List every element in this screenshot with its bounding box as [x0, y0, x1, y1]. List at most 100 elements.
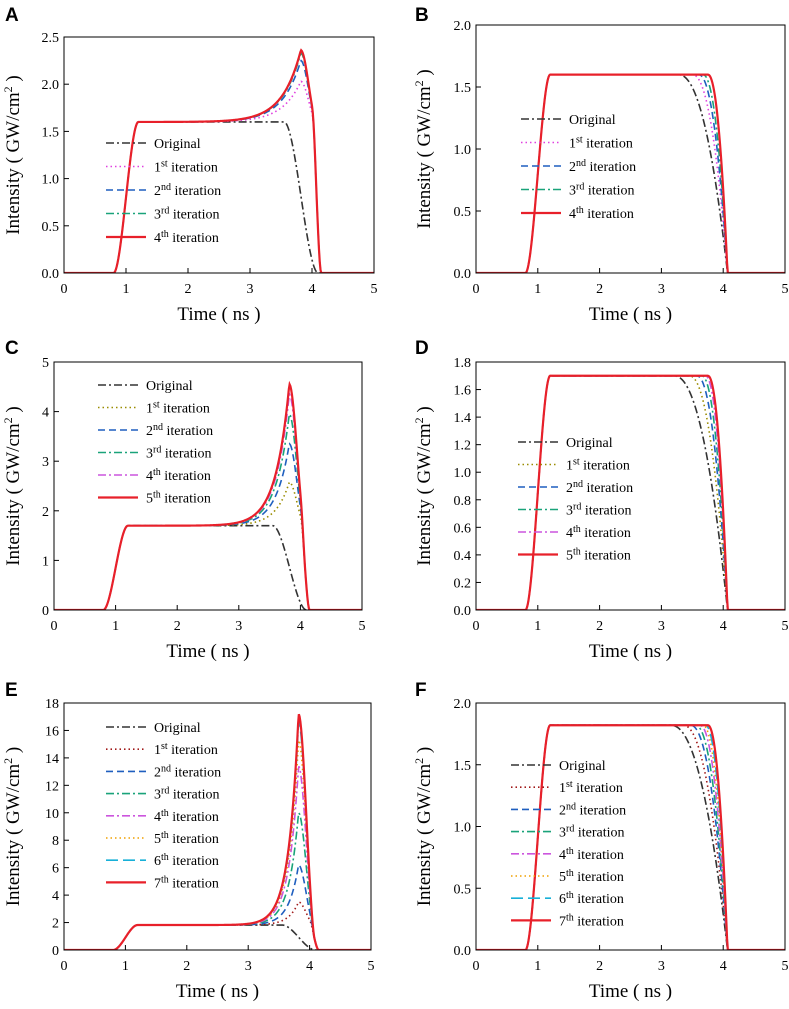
y-tick-label: 0.0	[454, 267, 472, 282]
series-line-iteration-6	[476, 724, 785, 950]
series-line-original	[64, 924, 371, 950]
y-tick-label: 5	[42, 356, 49, 371]
x-tick-label: 4	[720, 959, 727, 974]
y-tick-label: 1.5	[42, 125, 60, 140]
y-tick-label: 1.0	[454, 143, 472, 158]
y-tick-label: 0	[42, 604, 49, 619]
x-tick-label: 3	[235, 619, 242, 634]
y-tick-label: 10	[45, 807, 59, 822]
x-tick-label: 0	[51, 619, 58, 634]
x-tick-label: 0	[473, 282, 480, 297]
y-tick-label: 0.0	[42, 267, 60, 282]
series-line-iteration-4	[476, 724, 785, 950]
legend-entry: 4th iteration	[146, 467, 211, 485]
x-tick-label: 1	[123, 282, 130, 297]
x-tick-label: 0	[61, 959, 68, 974]
y-tick-label: 0.5	[454, 882, 472, 897]
x-tick-label: 1	[534, 282, 541, 297]
legend-entry: 4th iteration	[559, 845, 624, 863]
y-tick-label: 2	[52, 917, 59, 932]
legend-entry: Original	[154, 137, 201, 152]
x-tick-label: 1	[112, 619, 119, 634]
plot-frame	[53, 361, 363, 611]
x-axis-label: Time ( ns )	[176, 981, 259, 1002]
legend-entry: 1st iteration	[146, 399, 210, 417]
y-tick-label: 2.0	[42, 78, 60, 93]
legend-entry: 2nd iteration	[569, 158, 636, 176]
legend-entry: Original	[146, 379, 193, 394]
panel-label: E	[5, 680, 18, 701]
legend-entry: 3rd iteration	[154, 205, 220, 223]
x-tick-label: 3	[245, 959, 252, 974]
series-line-original	[54, 524, 362, 610]
y-tick-label: 0.2	[454, 576, 472, 591]
y-tick-label: 0	[52, 944, 59, 959]
y-tick-label: 4	[42, 406, 49, 421]
series-line-iteration-3	[476, 724, 785, 950]
legend-entry: 2nd iteration	[566, 479, 633, 497]
series-line-iteration-5	[476, 724, 785, 950]
series-line-iteration-4	[64, 48, 374, 273]
y-axis-label: Intensity ( GW/cm2 )	[1, 747, 24, 907]
x-tick-label: 3	[658, 619, 665, 634]
x-tick-label: 0	[473, 959, 480, 974]
legend-entry: 1st iteration	[559, 779, 623, 797]
panel-C: C 0 1 2 3 4 5 0 1 2 3 4 5 Time ( ns ) Intensity ( GW/c…	[1, 338, 366, 662]
legend-entry: 3rd iteration	[559, 823, 625, 841]
y-tick-label: 0.6	[454, 521, 472, 536]
legend-entry: 6th iteration	[154, 852, 219, 870]
x-tick-label: 1	[122, 959, 129, 974]
legend-entry: Original	[569, 113, 616, 128]
plot-frame	[63, 702, 372, 951]
x-tick-label: 4	[720, 619, 727, 634]
legend-entry: 5th iteration	[154, 830, 219, 848]
y-tick-label: 1.6	[454, 384, 472, 399]
y-axis-label: Intensity ( GW/cm2 )	[1, 75, 24, 235]
x-tick-label: 3	[247, 282, 254, 297]
y-tick-label: 18	[45, 697, 59, 712]
panel-label: D	[415, 338, 429, 359]
legend-entry: 2nd iteration	[154, 763, 221, 781]
y-axis-label: Intensity ( GW/cm2 )	[412, 69, 435, 229]
y-tick-label: 14	[45, 752, 59, 767]
legend-entry: Original	[566, 436, 613, 451]
x-tick-label: 1	[534, 959, 541, 974]
legend-entry: 1st iteration	[566, 456, 630, 474]
legend-entry: Original	[559, 759, 606, 774]
x-tick-label: 3	[658, 282, 665, 297]
y-tick-label: 1.0	[454, 466, 472, 481]
y-tick-label: 8	[52, 834, 59, 849]
y-axis-label: Intensity ( GW/cm2 )	[1, 406, 24, 566]
x-tick-label: 3	[658, 959, 665, 974]
legend-entry: 5th iteration	[566, 546, 631, 564]
y-tick-label: 1.0	[454, 821, 472, 836]
series-line-original	[476, 724, 785, 950]
y-tick-label: 3	[42, 455, 49, 470]
y-tick-label: 1.2	[454, 439, 472, 454]
y-tick-label: 1.5	[454, 81, 472, 96]
y-axis-label: Intensity ( GW/cm2 )	[412, 406, 435, 566]
y-tick-label: 2.0	[454, 19, 472, 34]
x-tick-label: 5	[371, 282, 378, 297]
x-axis-label: Time ( ns )	[589, 641, 672, 662]
x-tick-label: 4	[309, 282, 316, 297]
series-line-iteration-5	[476, 374, 785, 610]
y-tick-label: 0.5	[454, 205, 472, 220]
series-line-iteration-1	[476, 724, 785, 950]
plot-frame	[475, 361, 786, 611]
legend-entry: 5th iteration	[559, 868, 624, 886]
series-line-iteration-5	[54, 380, 362, 610]
legend-entry: 4th iteration	[154, 807, 219, 825]
x-tick-label: 0	[61, 282, 68, 297]
x-tick-label: 4	[720, 282, 727, 297]
series-line-iteration-1	[64, 80, 374, 273]
y-tick-label: 1.4	[454, 411, 472, 426]
legend-entry: 1st iteration	[569, 134, 633, 152]
y-tick-label: 0.5	[42, 220, 60, 235]
x-tick-label: 5	[359, 619, 366, 634]
x-axis-label: Time ( ns )	[589, 981, 672, 1002]
y-tick-label: 1.8	[454, 356, 472, 371]
series-line-iteration-4	[476, 73, 785, 273]
